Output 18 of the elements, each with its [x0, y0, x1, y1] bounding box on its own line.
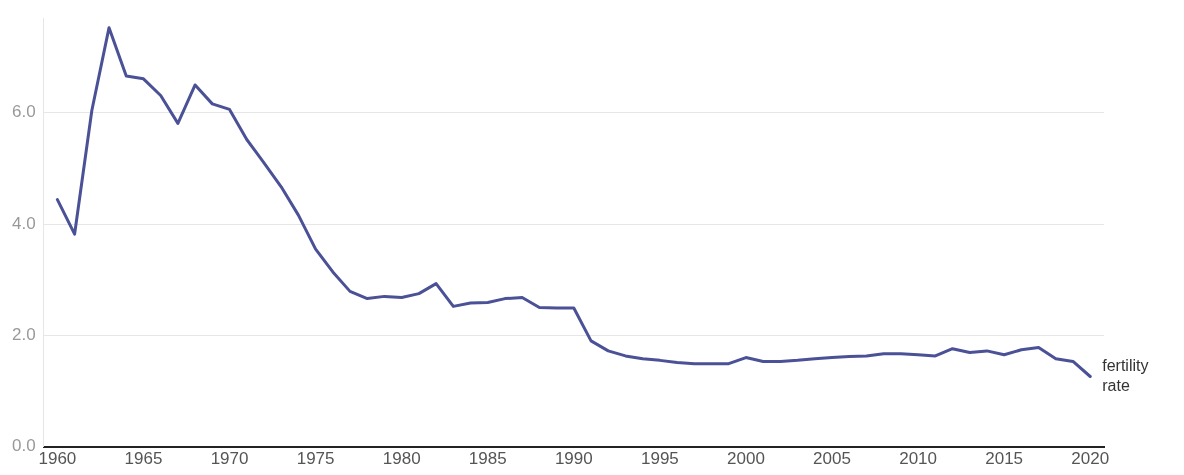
y-tick-label: 4.0 — [11, 213, 36, 233]
y-tick-label: 0.0 — [11, 436, 36, 456]
x-tick-label: 1960 — [38, 449, 77, 469]
y-tick-label: 2.0 — [11, 325, 36, 345]
x-tick-label: 1995 — [640, 449, 679, 469]
x-tick-label: 2015 — [985, 449, 1024, 469]
annotation: fertility rate — [1102, 356, 1149, 394]
x-tick-label: 1990 — [554, 449, 593, 469]
y-tick-label: 6.0 — [11, 102, 36, 122]
x-tick-label: 1975 — [296, 449, 335, 469]
x-tick-label: 1970 — [210, 449, 249, 469]
x-tick-label: 2010 — [899, 449, 938, 469]
x-tick-label: 2005 — [813, 449, 851, 469]
x-tick-label: 2020 — [1071, 449, 1110, 469]
x-tick-label: 1985 — [468, 449, 507, 469]
x-tick-label: 1980 — [382, 449, 421, 469]
x-tick-label: 1965 — [124, 449, 163, 469]
x-tick-label: 2000 — [727, 449, 765, 469]
